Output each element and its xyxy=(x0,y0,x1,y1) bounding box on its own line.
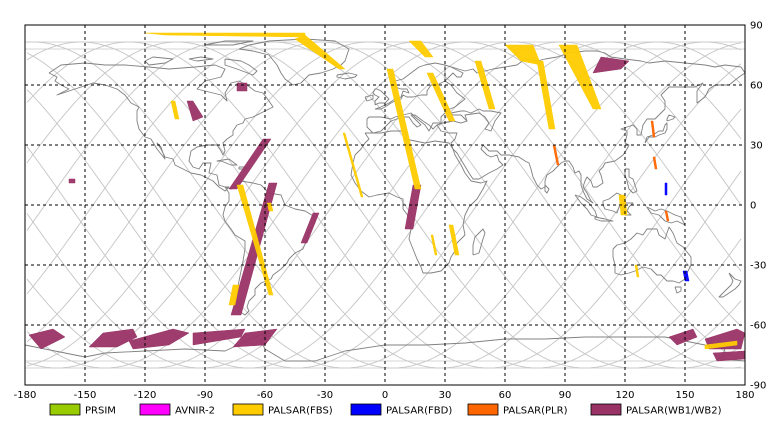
latitude-tick-label: -90 xyxy=(750,381,766,392)
legend-label: PRSIM xyxy=(85,406,116,417)
legend-label: AVNIR-2 xyxy=(175,406,215,417)
longitude-tick-label: 60 xyxy=(499,390,512,401)
longitude-tick-label: -30 xyxy=(317,390,333,401)
orbit-track xyxy=(26,41,742,369)
swath-palsar-plr- xyxy=(650,120,656,138)
coastline xyxy=(718,272,742,298)
swath-palsar-plr- xyxy=(664,210,670,222)
coastline xyxy=(48,62,274,192)
swath-palsar-fbs- xyxy=(170,100,180,120)
swath-palsar-fbs- xyxy=(448,224,460,256)
swath-palsar-fbs- xyxy=(536,60,556,130)
legend-label: PALSAR(FBD) xyxy=(386,406,452,417)
swath-palsar-fbs- xyxy=(236,184,274,296)
latitude-tick-label: 30 xyxy=(750,141,763,152)
longitude-labels: -180 -150 -120 -90 -60 -30 0 30 60 90 120 150 180 xyxy=(14,390,755,401)
legend-swatch xyxy=(590,403,622,416)
legend-label: PALSAR(FBS) xyxy=(268,406,333,417)
swath-palsar-wb1-wb2- xyxy=(28,328,66,350)
swath-palsar-wb1-wb2- xyxy=(712,350,746,362)
latitude-tick-label: -60 xyxy=(750,321,766,332)
legend-swatch xyxy=(139,403,171,416)
latitude-tick-label: 90 xyxy=(750,21,763,32)
latitude-tick-label: -30 xyxy=(750,261,766,272)
swath-palsar-fbs- xyxy=(474,60,496,110)
swath-palsar-wb1-wb2- xyxy=(228,138,272,190)
plot-frame xyxy=(24,24,746,386)
coastline xyxy=(472,228,486,256)
longitude-tick-label: 90 xyxy=(559,390,572,401)
swath-palsar-fbs- xyxy=(704,340,738,350)
swath-palsar-wb1-wb2- xyxy=(236,82,248,92)
longitude-tick-label: 150 xyxy=(675,390,694,401)
latitude-tick-label: 0 xyxy=(750,201,756,212)
coastline xyxy=(374,62,464,110)
coastline xyxy=(436,50,746,204)
swath-palsar-fbs- xyxy=(558,44,602,110)
coastline xyxy=(144,56,174,66)
swath-palsar-fbs- xyxy=(342,132,364,198)
longitude-tick-label: -90 xyxy=(197,390,213,401)
swath-palsar-wb1-wb2- xyxy=(128,328,190,350)
swath-palsar-fbd- xyxy=(664,182,668,196)
legend-label: PALSAR(PLR) xyxy=(503,406,568,417)
swath-palsar-wb1-wb2- xyxy=(186,100,204,122)
longitude-tick-label: 30 xyxy=(439,390,452,401)
legend: PRSIM AVNIR-2 PALSAR(FBS) PALSAR(FBD) PALSAR… xyxy=(49,403,722,417)
longitude-tick-label: 120 xyxy=(615,390,634,401)
coastline xyxy=(544,184,550,194)
swath-palsar-wb1-wb2- xyxy=(300,212,320,244)
orbit-track xyxy=(26,41,742,369)
swath-palsar-wb1-wb2- xyxy=(592,56,630,74)
coastline xyxy=(594,216,614,222)
latitude-tick-label: 60 xyxy=(750,81,763,92)
coastline xyxy=(602,192,624,214)
longitude-tick-label: -120 xyxy=(134,390,157,401)
coastline xyxy=(204,40,254,46)
coastline xyxy=(224,58,258,76)
swath-palsar-fbs- xyxy=(408,40,434,58)
legend-swatch xyxy=(232,403,264,416)
coastline xyxy=(364,94,374,102)
coastline xyxy=(336,72,358,80)
legend-swatch xyxy=(49,403,81,416)
swath-palsar-fbs- xyxy=(386,68,422,190)
swath-palsar-plr- xyxy=(652,156,658,170)
latitude-labels: 90 60 30 0 -30 -60 -90 xyxy=(750,21,766,392)
swath-palsar-wb1-wb2- xyxy=(88,328,138,348)
legend-label: PALSAR(WB1/WB2) xyxy=(626,406,722,417)
longitude-tick-label: 0 xyxy=(382,390,388,401)
swath-palsar-wb1-wb2- xyxy=(192,328,246,346)
longitude-tick-label: 180 xyxy=(735,390,754,401)
orbit-track xyxy=(26,41,742,369)
longitude-tick-label: -150 xyxy=(74,390,97,401)
swath-palsar-fbs- xyxy=(634,264,640,278)
swath-palsar-wb1-wb2- xyxy=(230,182,278,316)
longitude-tick-label: -60 xyxy=(257,390,273,401)
observation-swaths xyxy=(28,32,746,362)
legend-swatch xyxy=(350,403,382,416)
coastline xyxy=(216,158,238,166)
coastline xyxy=(188,56,214,62)
coastline xyxy=(222,180,316,316)
orbit-track xyxy=(26,41,742,369)
graticule xyxy=(25,25,745,385)
longitude-tick-label: -180 xyxy=(14,390,37,401)
coastline xyxy=(674,286,682,294)
coastline xyxy=(372,88,390,106)
coastline xyxy=(350,130,488,274)
coastline xyxy=(24,330,746,362)
swath-palsar-wb1-wb2- xyxy=(68,178,76,184)
swath-palsar-wb1-wb2- xyxy=(404,184,422,230)
swath-palsar-fbs- xyxy=(228,284,240,306)
swath-palsar-fbs- xyxy=(294,34,346,70)
orbit-track xyxy=(26,41,742,369)
legend-swatch xyxy=(467,403,499,416)
coastline xyxy=(624,168,638,194)
coastline xyxy=(666,114,676,122)
swath-palsar-fbs- xyxy=(430,234,438,256)
